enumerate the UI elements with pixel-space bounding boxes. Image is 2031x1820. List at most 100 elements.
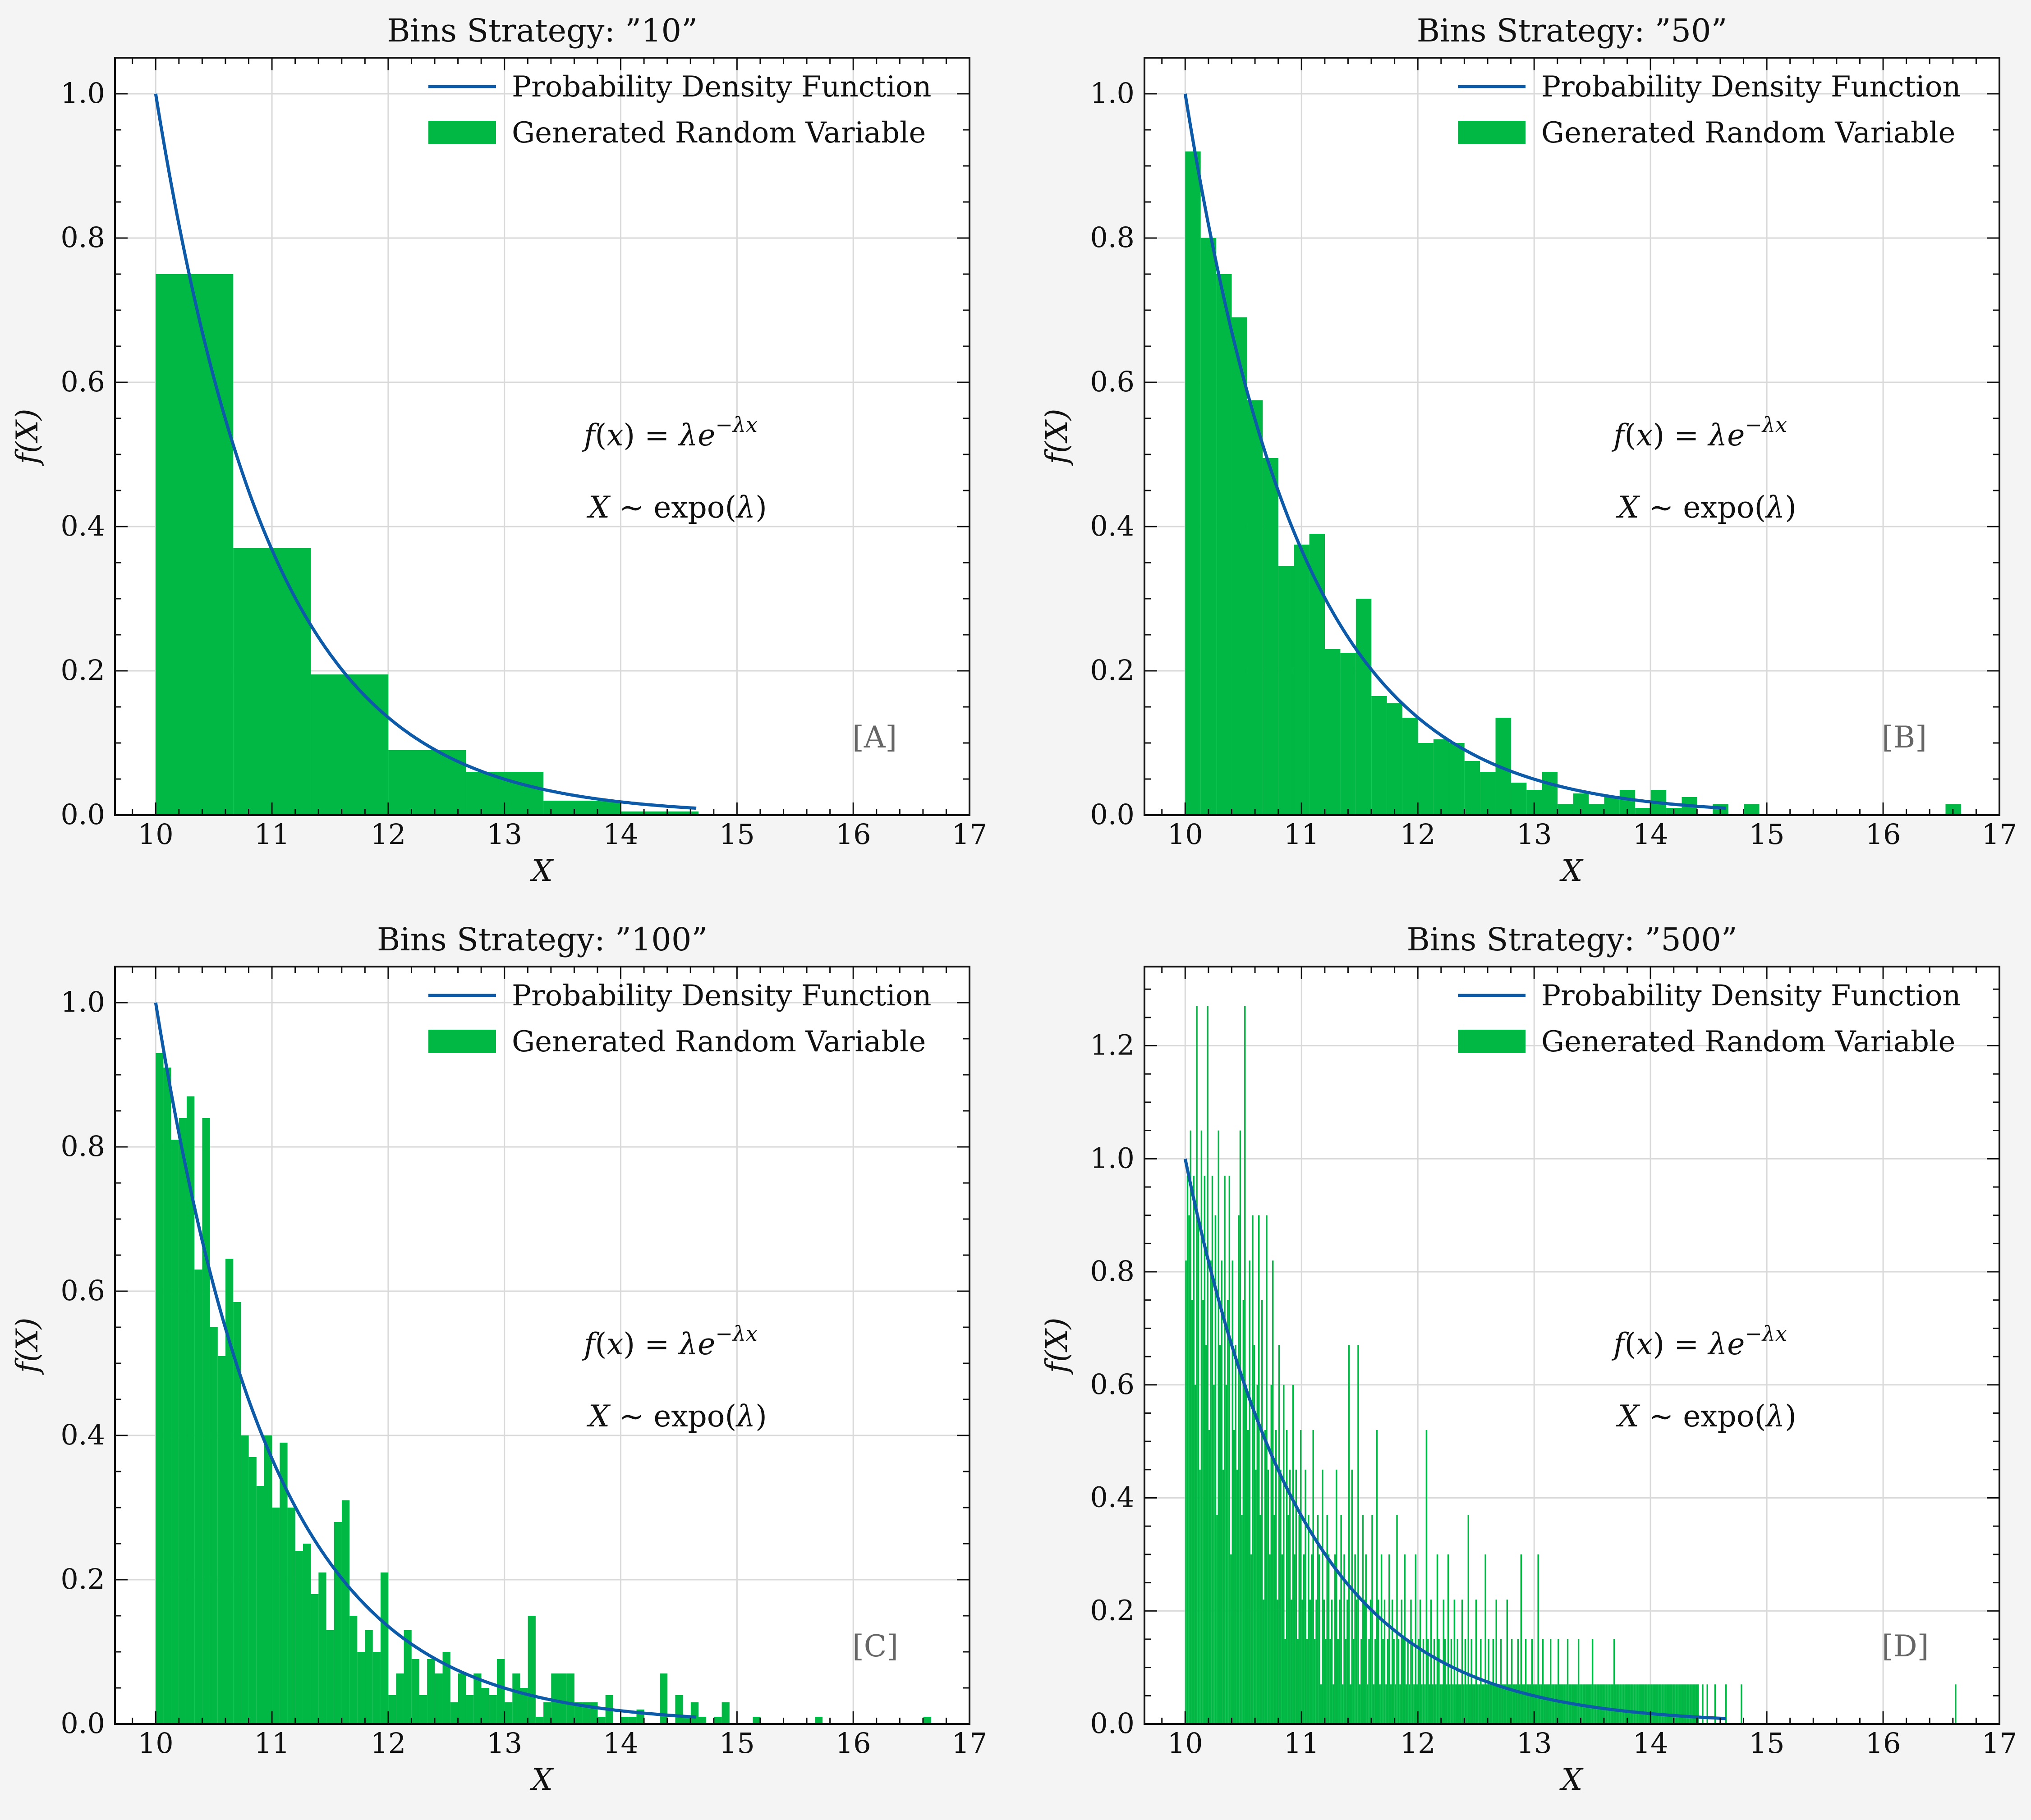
histogram-bar	[318, 1572, 326, 1724]
histogram-bar	[1242, 1300, 1245, 1724]
histogram-bar	[1694, 1684, 1696, 1724]
histogram-bar	[1658, 1684, 1660, 1724]
histogram-bar	[179, 1118, 187, 1724]
histogram-bar	[528, 1616, 536, 1724]
pdf-line	[154, 93, 697, 810]
histogram-bar	[1413, 1684, 1415, 1724]
histogram-bar	[1616, 1684, 1618, 1724]
histogram-bar	[660, 1673, 668, 1724]
histogram-bar	[1683, 1684, 1685, 1724]
histogram-bar	[1478, 1684, 1480, 1724]
histogram-bar	[1449, 1684, 1451, 1724]
y-tick-label: 0.2	[60, 1563, 105, 1595]
distribution-annotation: X ∼ expo(λ)	[586, 490, 767, 525]
histogram-bar	[1364, 1600, 1365, 1724]
histogram-bar	[1185, 1260, 1187, 1724]
histogram-bar	[1469, 1684, 1471, 1724]
histogram-bar	[1556, 1684, 1558, 1724]
histogram-bar	[1497, 1684, 1499, 1724]
histogram-bar	[1596, 1684, 1598, 1724]
chart-title: Bins Strategy: ”100”	[377, 921, 708, 958]
histogram-bar	[1200, 238, 1217, 815]
histogram-bar	[1433, 739, 1449, 815]
histogram-bar	[721, 1702, 730, 1724]
histogram-bar	[427, 1659, 435, 1724]
histogram-bar	[1252, 1215, 1254, 1724]
histogram-bar	[1435, 1684, 1437, 1724]
histogram-bar	[1654, 1684, 1655, 1724]
legend-bar-swatch	[428, 1030, 496, 1053]
histogram-bar	[1455, 1684, 1457, 1724]
histogram-bar	[1646, 1684, 1648, 1724]
x-tick-label: 11	[254, 1727, 290, 1760]
histogram-bar	[1635, 1684, 1637, 1724]
histogram-bar	[1598, 1684, 1600, 1724]
histogram-bar	[1233, 1430, 1235, 1724]
histogram-bar	[1697, 1684, 1699, 1724]
histogram-bar	[1356, 599, 1372, 815]
histogram-bar	[621, 811, 699, 815]
histogram-bar	[156, 274, 234, 815]
histogram-bar	[1450, 1639, 1452, 1724]
histogram-bar	[1680, 1684, 1682, 1724]
histogram-bar	[1457, 1639, 1458, 1724]
histogram-bar	[1744, 804, 1760, 815]
histogram-bar	[1382, 1639, 1384, 1724]
histogram-bar	[1286, 1430, 1288, 1724]
histogram-bar	[1294, 545, 1310, 815]
histogram-bar	[923, 1717, 931, 1724]
histogram-bar	[1495, 1600, 1497, 1724]
histogram-bar	[1559, 1684, 1561, 1724]
histogram-bar	[225, 1259, 234, 1724]
histogram-bar	[1221, 1260, 1222, 1724]
histogram-bar	[1324, 649, 1341, 815]
histogram-bar	[1588, 804, 1604, 815]
histogram-bar	[512, 1673, 520, 1724]
histogram-bar	[1608, 1684, 1611, 1724]
legend-label-pdf: Probability Density Function	[1541, 70, 1961, 104]
histogram-bar	[1602, 1684, 1604, 1724]
histogram-bar	[1554, 1684, 1556, 1724]
histogram-bar	[1506, 1600, 1508, 1724]
y-tick-label: 0.8	[1090, 1255, 1135, 1288]
histogram-bar	[1348, 1345, 1350, 1724]
histogram-bar	[1207, 1006, 1208, 1724]
histogram-bar	[1284, 1639, 1286, 1724]
histogram-bar	[1438, 1639, 1440, 1724]
histogram-bar	[311, 1594, 319, 1724]
x-tick-label: 10	[1167, 1727, 1203, 1760]
histogram-bar	[1319, 1554, 1320, 1724]
histogram-bar	[450, 1702, 458, 1724]
histogram-bar	[1280, 1469, 1282, 1724]
y-tick-label: 0.6	[60, 365, 105, 398]
histogram-bar	[535, 1717, 544, 1724]
histogram-bar	[1402, 718, 1418, 815]
histogram-bars	[156, 274, 699, 815]
histogram-bar	[1626, 1684, 1628, 1724]
x-axis-label: X	[529, 1762, 554, 1797]
histogram-bar	[1238, 1215, 1240, 1724]
histogram-bar	[1432, 1684, 1434, 1724]
y-tick-label: 0.0	[60, 1707, 105, 1740]
histogram-bar	[1227, 1300, 1229, 1724]
histogram-bar	[217, 1356, 226, 1724]
histogram-bar	[1196, 1006, 1198, 1724]
histogram-bar	[1558, 804, 1573, 815]
histogram-bar	[1463, 1684, 1465, 1724]
distribution-annotation: X ∼ expo(λ)	[586, 1399, 767, 1434]
histogram-bar	[1638, 1684, 1640, 1724]
histogram-bar	[1415, 1554, 1417, 1724]
x-tick-label: 16	[836, 818, 871, 851]
histogram-bar	[171, 1140, 179, 1724]
histogram-bar	[1267, 1469, 1269, 1724]
histogram-bar	[1230, 1554, 1232, 1724]
histogram-bar	[1474, 1684, 1475, 1724]
histogram-bar	[1377, 1600, 1379, 1724]
histogram-bar	[1188, 1215, 1190, 1724]
histogram-bar	[1354, 1554, 1356, 1724]
histogram-bar	[1678, 1684, 1681, 1724]
histogram-bar	[1380, 1554, 1383, 1724]
histogram-bar	[1502, 1684, 1503, 1724]
histogram-bar	[1525, 1639, 1527, 1724]
